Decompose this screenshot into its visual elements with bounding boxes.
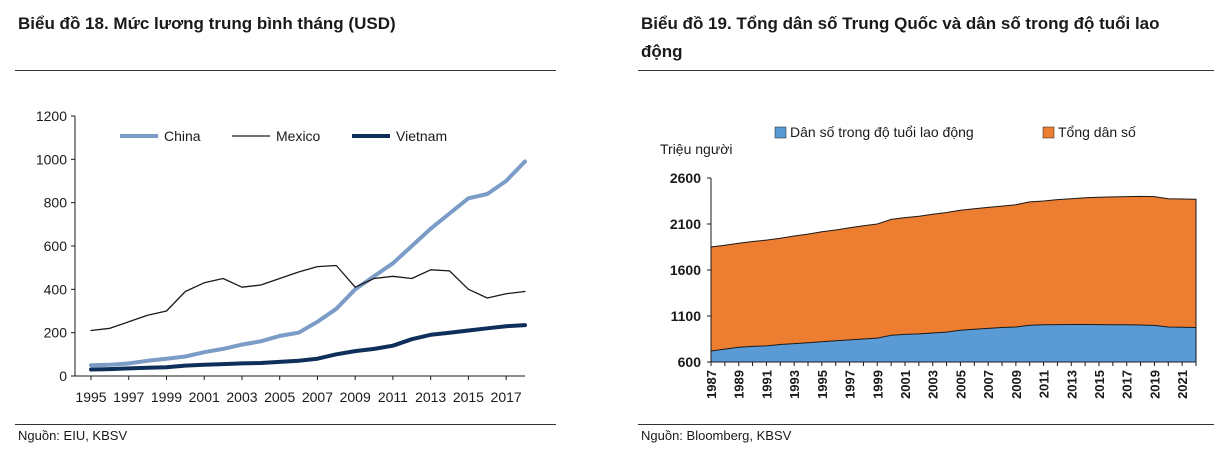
x-tick-label: 2011 xyxy=(378,389,408,405)
y-tick-label: 1100 xyxy=(671,308,702,324)
x-tick-label: 1993 xyxy=(787,370,802,399)
legend-label: Mexico xyxy=(276,128,321,144)
x-tick-label: 2001 xyxy=(898,370,913,399)
x-tick-label: 2001 xyxy=(189,389,220,405)
source-divider xyxy=(638,424,1214,425)
legend-label: Vietnam xyxy=(396,128,447,144)
x-tick-label: 2007 xyxy=(302,389,333,405)
x-tick-label: 2005 xyxy=(264,389,295,405)
y-tick-label: 200 xyxy=(44,325,68,341)
chart-title: Biểu đồ 19. Tổng dân số Trung Quốc và dâ… xyxy=(641,14,1160,61)
chart-panel-wages: Biểu đồ 18. Mức lương trung bình tháng (… xyxy=(0,0,560,454)
x-tick-label: 1991 xyxy=(759,370,774,399)
x-tick-label: 2013 xyxy=(1064,370,1079,399)
source-divider xyxy=(15,424,556,425)
x-tick-label: 1987 xyxy=(704,370,719,399)
source-note: Nguồn: Bloomberg, KBSV xyxy=(641,428,792,443)
title-divider xyxy=(638,70,1214,71)
x-tick-label: 2007 xyxy=(981,370,996,399)
y-tick-label: 800 xyxy=(44,195,68,211)
x-tick-label: 2021 xyxy=(1175,370,1190,399)
x-tick-label: 1997 xyxy=(113,389,144,405)
x-tick-label: 2011 xyxy=(1037,370,1052,398)
x-tick-label: 1999 xyxy=(870,370,885,399)
legend-swatch xyxy=(774,126,787,139)
x-tick-label: 2015 xyxy=(453,389,484,405)
x-tick-label: 1997 xyxy=(843,370,858,399)
x-tick-label: 1995 xyxy=(75,389,106,405)
series-line-mexico xyxy=(90,264,526,332)
y-tick-label: 1200 xyxy=(36,108,67,124)
x-tick-label: 2005 xyxy=(953,370,968,399)
y-tick-label: 1000 xyxy=(36,151,67,167)
x-tick-label: 2017 xyxy=(491,389,522,405)
y-tick-label: 600 xyxy=(678,354,702,370)
x-tick-label: 2003 xyxy=(226,389,257,405)
area-total-population xyxy=(710,195,1197,363)
y-tick-label: 2100 xyxy=(670,216,701,232)
chart-title: Biểu đồ 18. Mức lương trung bình tháng (… xyxy=(18,14,396,33)
x-tick-label: 2003 xyxy=(926,370,941,399)
y-tick-label: 0 xyxy=(59,368,67,384)
series-line-china xyxy=(89,159,527,368)
y-axis-title: Triệu người xyxy=(660,141,733,157)
x-tick-label: 2017 xyxy=(1120,370,1135,399)
legend-label: China xyxy=(164,128,201,144)
x-tick-label: 1989 xyxy=(732,370,747,399)
x-tick-label: 2009 xyxy=(1009,370,1024,399)
x-tick-label: 1995 xyxy=(815,370,830,399)
legend-swatch xyxy=(1042,126,1055,139)
wage-line-chart: 0 200 400 600 800 1000 1200 1995 1997 1999 2001 200… xyxy=(36,108,527,405)
source-note: Nguồn: EIU, KBSV xyxy=(18,428,128,443)
area-working-age-population xyxy=(710,324,1197,363)
series-line-vietnam xyxy=(89,323,527,372)
x-tick-label: 2009 xyxy=(340,389,371,405)
legend-label: Tổng dân số xyxy=(1058,124,1136,140)
x-tick-label: 2013 xyxy=(415,389,446,405)
y-tick-label: 1600 xyxy=(670,262,701,278)
y-tick-label: 2600 xyxy=(670,170,701,186)
x-tick-label: 2015 xyxy=(1092,370,1107,399)
x-tick-label: 1999 xyxy=(151,389,182,405)
chart-panel-population: Biểu đồ 19. Tổng dân số Trung Quốc và dâ… xyxy=(638,0,1219,454)
y-tick-label: 600 xyxy=(44,238,68,254)
population-area-chart: 600 1100 1600 2100 2600 1987 1989 1991 1993 1995 1… xyxy=(660,124,1197,399)
x-tick-label: 2019 xyxy=(1147,370,1162,399)
legend-label: Dân số trong độ tuổi lao động xyxy=(790,124,974,140)
y-tick-label: 400 xyxy=(44,281,68,297)
title-divider xyxy=(15,70,556,71)
